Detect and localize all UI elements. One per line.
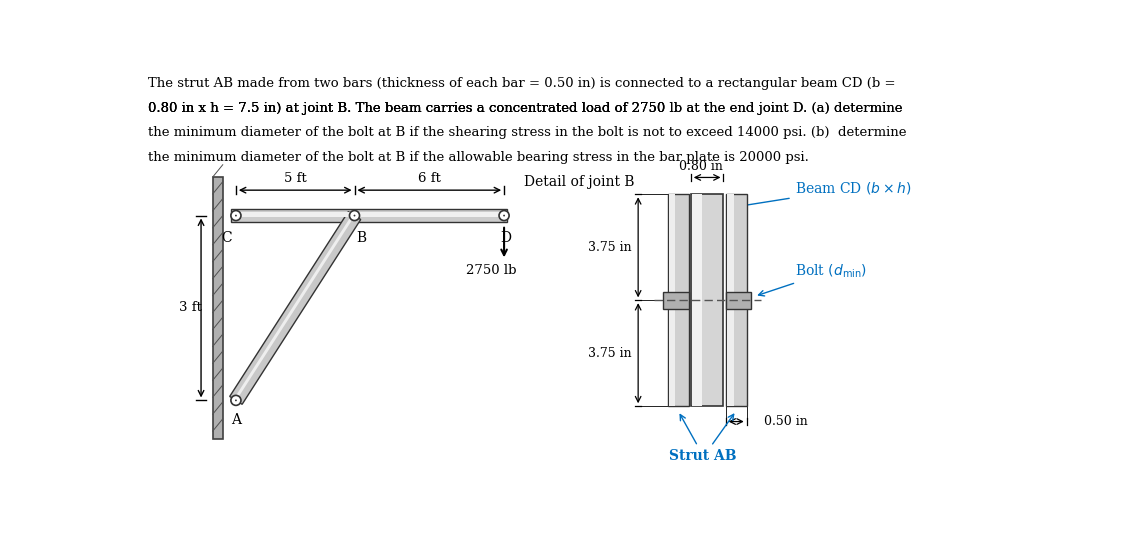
Bar [692,194,702,406]
Circle shape [235,215,236,217]
Circle shape [235,400,236,401]
Bar [726,194,746,406]
Text: Detail of joint B: Detail of joint B [524,175,634,189]
Polygon shape [230,211,361,405]
Text: Bolt $(d_{\mathrm{min}})$: Bolt $(d_{\mathrm{min}})$ [759,262,866,296]
Bar [663,292,689,309]
Text: 0.80 in x h = 7.5 in) at joint B. The beam carries a concentrated load of 2750: 0.80 in x h = 7.5 in) at joint B. The be… [147,102,670,114]
Bar [691,194,724,406]
Text: C: C [222,231,232,245]
Text: 0.80 in x h = 7.5 in) at joint B. The beam carries a concentrated load of 2750 l: 0.80 in x h = 7.5 in) at joint B. The be… [147,102,903,114]
Text: 6 ft: 6 ft [417,172,441,185]
Text: 3.75 in: 3.75 in [588,347,632,360]
Bar [667,194,689,406]
Text: Beam CD $(b \times h)$: Beam CD $(b \times h)$ [731,180,912,209]
Bar [670,194,675,406]
Text: The strut AB made from two bars (thickness of each bar = 0.50 in) is connected t: The strut AB made from two bars (thickne… [147,77,895,90]
Bar [231,209,507,222]
Circle shape [499,210,509,220]
Polygon shape [234,214,355,401]
Text: 2750 lb: 2750 lb [466,264,516,277]
Text: 0.80 in: 0.80 in [679,160,723,173]
Text: 0.50 in: 0.50 in [763,415,808,428]
Text: Strut AB: Strut AB [670,449,737,463]
Text: the minimum diameter of the bolt at B if the allowable bearing stress in the bar: the minimum diameter of the bolt at B if… [147,151,809,164]
Text: 3.75 in: 3.75 in [588,241,632,254]
Text: 3 ft: 3 ft [179,301,201,315]
Circle shape [354,215,355,217]
Bar [727,194,734,406]
Circle shape [231,396,241,405]
Text: A: A [231,413,241,427]
Bar [231,213,507,217]
Text: D: D [500,231,511,245]
Text: 5 ft: 5 ft [284,172,307,185]
Text: 0.80 in x h = 7.5 in) at joint B. The beam carries a concentrated load of 2750 l: 0.80 in x h = 7.5 in) at joint B. The be… [147,102,903,114]
Text: the minimum diameter of the bolt at B if the shearing stress in the bolt is not : the minimum diameter of the bolt at B if… [147,126,906,140]
Bar [726,292,751,309]
Bar [213,177,223,439]
Circle shape [503,215,506,217]
Circle shape [231,210,241,220]
Circle shape [349,210,360,220]
Text: B: B [356,231,366,245]
